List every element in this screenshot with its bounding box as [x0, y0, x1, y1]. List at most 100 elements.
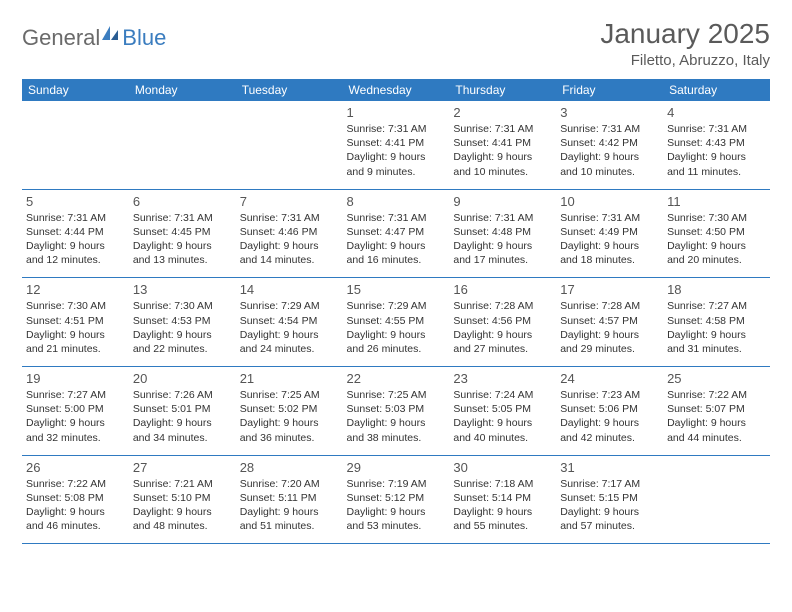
- calendar-cell: 5 Sunrise: 7:31 AMSunset: 4:44 PMDaylight…: [22, 189, 129, 278]
- day-info: Sunrise: 7:28 AMSunset: 4:56 PMDaylight:…: [453, 299, 552, 356]
- day-info: Sunrise: 7:29 AMSunset: 4:55 PMDaylight:…: [347, 299, 446, 356]
- calendar-cell: 15Sunrise: 7:29 AMSunset: 4:55 PMDayligh…: [343, 278, 450, 367]
- day-number: 1: [347, 105, 446, 120]
- logo-sail-icon: [100, 24, 120, 47]
- day-number: 27: [133, 460, 232, 475]
- calendar-cell: 25 Sunrise: 7:22 AMSunset: 5:07 PMDayligh…: [663, 367, 770, 456]
- day-number: 17: [560, 282, 659, 297]
- calendar-row: 19Sunrise: 7:27 AMSunset: 5:00 PMDayligh…: [22, 367, 770, 456]
- day-info: Sunrise: 7:31 AMSunset: 4:46 PMDaylight:…: [240, 211, 339, 268]
- day-info: Sunrise: 7:31 AMSunset: 4:47 PMDaylight:…: [347, 211, 446, 268]
- day-number: 12: [26, 282, 125, 297]
- day-info: Sunrise: 7:27 AMSunset: 4:58 PMDaylight:…: [667, 299, 766, 356]
- day-number: 26: [26, 460, 125, 475]
- logo-text-general: General: [22, 25, 100, 51]
- day-info: Sunrise: 7:20 AMSunset: 5:11 PMDaylight:…: [240, 477, 339, 534]
- day-number: 8: [347, 194, 446, 209]
- day-number: 24: [560, 371, 659, 386]
- calendar-cell: 23Sunrise: 7:24 AMSunset: 5:05 PMDayligh…: [449, 367, 556, 456]
- title-block: January 2025 Filetto, Abruzzo, Italy: [600, 18, 770, 69]
- calendar-cell: 20 Sunrise: 7:26 AMSunset: 5:01 PMDayligh…: [129, 367, 236, 456]
- day-header: Sunday: [22, 79, 129, 101]
- day-info: Sunrise: 7:30 AMSunset: 4:50 PMDaylight:…: [667, 211, 766, 268]
- calendar-row: 5 Sunrise: 7:31 AMSunset: 4:44 PMDaylight…: [22, 189, 770, 278]
- day-number: 5: [26, 194, 125, 209]
- calendar-cell: 14 Sunrise: 7:29 AMSunset: 4:54 PMDayligh…: [236, 278, 343, 367]
- day-info: Sunrise: 7:22 AMSunset: 5:08 PMDaylight:…: [26, 477, 125, 534]
- day-number: 20: [133, 371, 232, 386]
- day-info: Sunrise: 7:31 AMSunset: 4:44 PMDaylight:…: [26, 211, 125, 268]
- day-header: Friday: [556, 79, 663, 101]
- calendar-cell: 19Sunrise: 7:27 AMSunset: 5:00 PMDayligh…: [22, 367, 129, 456]
- calendar-cell: 8 Sunrise: 7:31 AMSunset: 4:47 PMDaylight…: [343, 189, 450, 278]
- day-info: Sunrise: 7:19 AMSunset: 5:12 PMDaylight:…: [347, 477, 446, 534]
- day-info: Sunrise: 7:31 AMSunset: 4:43 PMDaylight:…: [667, 122, 766, 179]
- day-info: Sunrise: 7:27 AMSunset: 5:00 PMDaylight:…: [26, 388, 125, 445]
- day-number: 13: [133, 282, 232, 297]
- day-header: Wednesday: [343, 79, 450, 101]
- day-number: 16: [453, 282, 552, 297]
- day-number: 30: [453, 460, 552, 475]
- day-number: 28: [240, 460, 339, 475]
- calendar-cell: 21Sunrise: 7:25 AMSunset: 5:02 PMDayligh…: [236, 367, 343, 456]
- day-number: 14: [240, 282, 339, 297]
- day-info: Sunrise: 7:28 AMSunset: 4:57 PMDaylight:…: [560, 299, 659, 356]
- day-number: 23: [453, 371, 552, 386]
- day-info: Sunrise: 7:25 AMSunset: 5:02 PMDaylight:…: [240, 388, 339, 445]
- calendar-cell: 13 Sunrise: 7:30 AMSunset: 4:53 PMDayligh…: [129, 278, 236, 367]
- calendar-row: 1 Sunrise: 7:31 AMSunset: 4:41 PMDaylight…: [22, 101, 770, 189]
- calendar-cell: 26 Sunrise: 7:22 AMSunset: 5:08 PMDayligh…: [22, 455, 129, 544]
- calendar-cell: [663, 455, 770, 544]
- day-info: Sunrise: 7:31 AMSunset: 4:48 PMDaylight:…: [453, 211, 552, 268]
- calendar-cell: 31 Sunrise: 7:17 AMSunset: 5:15 PMDayligh…: [556, 455, 663, 544]
- month-title: January 2025: [600, 18, 770, 50]
- day-number: 4: [667, 105, 766, 120]
- day-number: 3: [560, 105, 659, 120]
- calendar-cell: 10Sunrise: 7:31 AMSunset: 4:49 PMDayligh…: [556, 189, 663, 278]
- calendar-cell: 28 Sunrise: 7:20 AMSunset: 5:11 PMDayligh…: [236, 455, 343, 544]
- day-header: Tuesday: [236, 79, 343, 101]
- calendar-cell: 2Sunrise: 7:31 AMSunset: 4:41 PMDaylight…: [449, 101, 556, 189]
- calendar-cell: 24Sunrise: 7:23 AMSunset: 5:06 PMDayligh…: [556, 367, 663, 456]
- calendar-cell: 1 Sunrise: 7:31 AMSunset: 4:41 PMDaylight…: [343, 101, 450, 189]
- calendar-cell: 11 Sunrise: 7:30 AMSunset: 4:50 PMDayligh…: [663, 189, 770, 278]
- day-info: Sunrise: 7:31 AMSunset: 4:42 PMDaylight:…: [560, 122, 659, 179]
- day-info: Sunrise: 7:30 AMSunset: 4:53 PMDaylight:…: [133, 299, 232, 356]
- day-info: Sunrise: 7:25 AMSunset: 5:03 PMDaylight:…: [347, 388, 446, 445]
- calendar-cell: 30 Sunrise: 7:18 AMSunset: 5:14 PMDayligh…: [449, 455, 556, 544]
- calendar-row: 12 Sunrise: 7:30 AMSunset: 4:51 PMDayligh…: [22, 278, 770, 367]
- day-info: Sunrise: 7:31 AMSunset: 4:41 PMDaylight:…: [347, 122, 446, 179]
- logo-text-blue: Blue: [122, 25, 166, 51]
- calendar-cell: 6Sunrise: 7:31 AMSunset: 4:45 PMDaylight…: [129, 189, 236, 278]
- calendar-cell: [129, 101, 236, 189]
- calendar-cell: 12 Sunrise: 7:30 AMSunset: 4:51 PMDayligh…: [22, 278, 129, 367]
- calendar-cell: 27 Sunrise: 7:21 AMSunset: 5:10 PMDayligh…: [129, 455, 236, 544]
- day-info: Sunrise: 7:26 AMSunset: 5:01 PMDaylight:…: [133, 388, 232, 445]
- day-number: 11: [667, 194, 766, 209]
- day-info: Sunrise: 7:30 AMSunset: 4:51 PMDaylight:…: [26, 299, 125, 356]
- logo: General Blue: [22, 24, 166, 51]
- day-info: Sunrise: 7:22 AMSunset: 5:07 PMDaylight:…: [667, 388, 766, 445]
- day-header-row: Sunday Monday Tuesday Wednesday Thursday…: [22, 79, 770, 101]
- day-header: Thursday: [449, 79, 556, 101]
- calendar-cell: 29 Sunrise: 7:19 AMSunset: 5:12 PMDayligh…: [343, 455, 450, 544]
- day-info: Sunrise: 7:31 AMSunset: 4:49 PMDaylight:…: [560, 211, 659, 268]
- day-header: Monday: [129, 79, 236, 101]
- calendar-cell: [22, 101, 129, 189]
- day-info: Sunrise: 7:17 AMSunset: 5:15 PMDaylight:…: [560, 477, 659, 534]
- day-number: 31: [560, 460, 659, 475]
- calendar-cell: 7Sunrise: 7:31 AMSunset: 4:46 PMDaylight…: [236, 189, 343, 278]
- day-number: 6: [133, 194, 232, 209]
- day-info: Sunrise: 7:29 AMSunset: 4:54 PMDaylight:…: [240, 299, 339, 356]
- calendar-cell: [236, 101, 343, 189]
- day-info: Sunrise: 7:21 AMSunset: 5:10 PMDaylight:…: [133, 477, 232, 534]
- day-info: Sunrise: 7:18 AMSunset: 5:14 PMDaylight:…: [453, 477, 552, 534]
- day-number: 29: [347, 460, 446, 475]
- day-number: 9: [453, 194, 552, 209]
- day-number: 25: [667, 371, 766, 386]
- day-header: Saturday: [663, 79, 770, 101]
- calendar-table: Sunday Monday Tuesday Wednesday Thursday…: [22, 79, 770, 544]
- calendar-cell: 4 Sunrise: 7:31 AMSunset: 4:43 PMDaylight…: [663, 101, 770, 189]
- header: General Blue January 2025 Filetto, Abruz…: [22, 18, 770, 69]
- calendar-cell: 22Sunrise: 7:25 AMSunset: 5:03 PMDayligh…: [343, 367, 450, 456]
